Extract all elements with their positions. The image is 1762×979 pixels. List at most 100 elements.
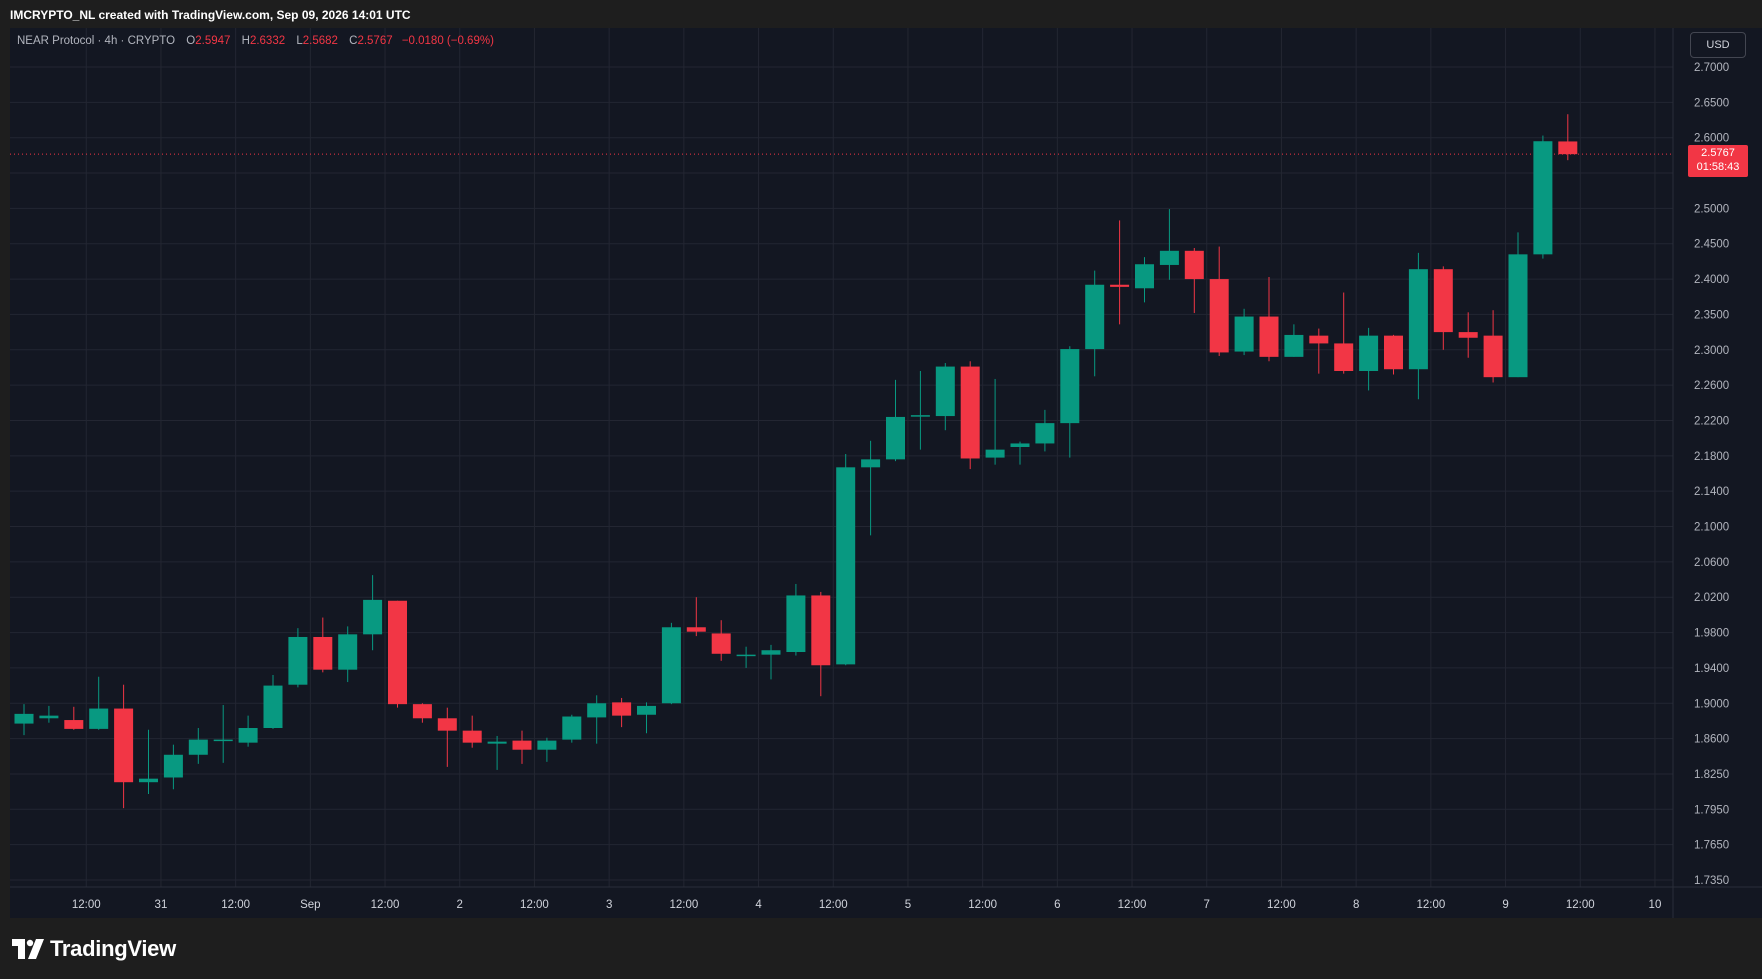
time-tick-label: 10 (1649, 899, 1662, 911)
candle-body (562, 716, 582, 740)
price-tick-label: 2.3500 (1694, 309, 1729, 321)
candle-body (1135, 264, 1154, 289)
candle-body (163, 754, 183, 778)
candle-body (910, 415, 930, 417)
candle-body (1483, 335, 1503, 378)
open-value: 2.5947 (195, 35, 231, 47)
candle-body (1234, 316, 1254, 352)
candle-body (1533, 141, 1553, 255)
candle-body (711, 633, 731, 654)
candle-body (811, 595, 831, 666)
candle-body (1433, 269, 1453, 333)
candle-body (412, 704, 432, 719)
price-tick-label: 1.9400 (1694, 663, 1729, 675)
candle-body (537, 740, 557, 750)
candle-body (786, 595, 806, 653)
candle-body (612, 702, 632, 716)
candle-body (1060, 349, 1080, 424)
price-axis[interactable]: 2.70002.65002.60002.55002.50002.45002.40… (1694, 62, 1729, 887)
time-tick-label: 31 (155, 899, 168, 911)
time-tick-label: 7 (1204, 899, 1210, 911)
time-axis[interactable]: 12:00 31 12:00 Sep 12:00 2 12:00 3 12:00 4 12:00 5 1… (72, 899, 1661, 911)
time-tick-label: 12:00 (221, 899, 250, 911)
candle-body (388, 600, 407, 705)
candle-body (64, 720, 84, 729)
currency-button[interactable]: USD (1690, 32, 1746, 58)
candle-body (1209, 279, 1229, 353)
candle-body (213, 739, 233, 742)
candle-body (437, 718, 457, 731)
price-tick-label: 2.2600 (1694, 380, 1729, 392)
candle-body (1259, 316, 1279, 357)
candle-body (661, 627, 681, 704)
high-value: 2.6332 (249, 35, 286, 47)
price-tick-label: 2.4500 (1694, 239, 1729, 251)
candle-body (637, 705, 656, 715)
price-tick-label: 1.8600 (1694, 734, 1729, 746)
low-value: 2.5682 (302, 35, 338, 47)
tradingview-logo-icon (12, 939, 44, 959)
candle-body (238, 728, 258, 743)
candle-body (1359, 335, 1379, 371)
candle-body (886, 416, 905, 460)
close-label: C (349, 35, 358, 47)
price-tick-label: 2.1000 (1694, 522, 1729, 534)
time-tick-label: Sep (300, 899, 320, 911)
price-tick-label: 1.8250 (1694, 769, 1729, 781)
price-tick-label: 2.2200 (1694, 415, 1729, 427)
candle-body (512, 740, 532, 750)
bar-countdown: 01:58:43 (1696, 161, 1740, 173)
price-tick-label: 2.5000 (1694, 203, 1729, 215)
time-tick-label: 12:00 (1566, 899, 1595, 911)
candle-body (462, 730, 482, 743)
time-tick-label: 12:00 (72, 899, 101, 911)
candle-body (736, 654, 756, 657)
time-tick-label: 12:00 (968, 899, 997, 911)
candle-body (935, 366, 955, 417)
time-tick-label: 4 (755, 899, 762, 911)
attribution-bar: IMCRYPTO_NL created with TradingView.com… (0, 0, 1762, 28)
time-tick-label: 3 (606, 899, 612, 911)
price-tick-label: 2.0200 (1694, 592, 1729, 604)
price-tick-label: 1.7350 (1694, 875, 1729, 887)
time-tick-label: 12:00 (669, 899, 698, 911)
open-label: O (186, 35, 196, 47)
last-price-value: 2.5767 (1701, 147, 1735, 159)
candle-body (288, 636, 308, 685)
price-tick-label: 1.7950 (1694, 804, 1729, 816)
time-tick-label: 12:00 (1267, 899, 1296, 911)
price-tick-label: 2.1400 (1694, 486, 1729, 498)
candle-body (1558, 141, 1578, 155)
tradingview-logo[interactable]: TradingView (12, 936, 176, 962)
price-tick-label: 2.6500 (1694, 97, 1729, 109)
candle-body (1184, 250, 1204, 280)
symbol-legend: NEAR Protocol · 4h · CRYPTO O2.5947 H2.6… (17, 35, 494, 47)
price-tick-label: 1.7650 (1694, 840, 1729, 852)
time-tick-label: 12:00 (371, 899, 400, 911)
candle-body (686, 627, 706, 632)
candles (14, 114, 1578, 809)
candle-body (363, 599, 383, 635)
candle-body (338, 634, 358, 670)
price-tick-label: 2.4000 (1694, 274, 1729, 286)
candle-body (487, 741, 507, 744)
tradingview-logo-text: TradingView (50, 936, 176, 961)
time-tick-label: 2 (457, 899, 463, 911)
last-price-label: 2.5767 01:58:43 (1688, 145, 1748, 177)
candle-body (39, 715, 59, 719)
price-tick-label: 2.0600 (1694, 557, 1729, 569)
time-tick-label: 12:00 (819, 899, 848, 911)
attribution-text: IMCRYPTO_NL created with TradingView.com… (10, 8, 411, 22)
close-value: 2.5767 (357, 35, 393, 47)
candle-body (313, 636, 333, 670)
candle-body (960, 366, 980, 459)
time-tick-label: 12:00 (1416, 899, 1445, 911)
price-tick-label: 1.9800 (1694, 628, 1729, 640)
price-tick-label: 1.9000 (1694, 698, 1729, 710)
time-tick-label: 6 (1054, 899, 1060, 911)
candle-body (263, 685, 283, 729)
symbol-title[interactable]: NEAR Protocol · 4h · CRYPTO (17, 35, 176, 47)
price-tick-label: 2.7000 (1694, 62, 1729, 74)
change-value: −0.0180 (−0.69%) (401, 35, 494, 47)
